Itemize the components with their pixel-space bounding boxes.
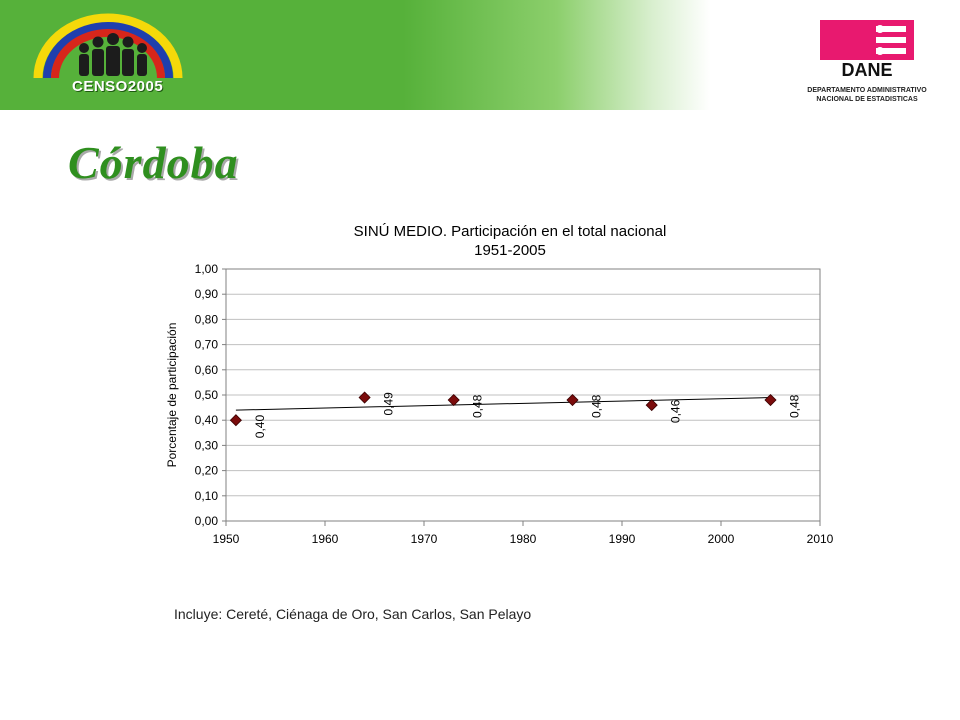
chart-gridlines [226,268,820,522]
y-axis-ticks: 0,00 0,10 0,20 0,30 0,40 0,50 0,60 0,70 0,80 0,90… [195,262,226,528]
x-tick-label: 1960 [312,532,339,546]
y-axis-label: Porcentaje de participación [165,323,179,468]
y-tick-label: 0,80 [195,312,219,326]
x-tick-label: 2010 [807,532,834,546]
data-point-marker [645,399,658,412]
censo-logo [33,13,183,79]
y-tick-label: 0,40 [195,413,219,427]
chart-title: SINÚ MEDIO. Participación en el total na… [200,222,820,260]
data-label: 0,48 [788,394,802,418]
censo-wordmark: CENSO2005 [72,78,163,95]
dane-caption-line2: NACIONAL DE ESTADISTICAS [816,96,918,103]
dane-label: DANE [841,60,892,80]
data-label: 0,48 [471,394,485,418]
y-tick-label: 0,10 [195,489,219,503]
data-label: 0,49 [382,392,396,416]
y-tick-label: 0,60 [195,363,219,377]
municipalities-note: Incluye: Cereté, Ciénaga de Oro, San Car… [174,606,532,622]
y-tick-label: 0,50 [195,388,219,402]
y-tick-label: 0,00 [195,514,219,528]
x-tick-label: 1950 [213,532,240,546]
chart-title-line2: 1951-2005 [474,242,546,259]
dane-caption-line1: DEPARTAMENTO ADMINISTRATIVO [807,87,927,94]
data-labels: 0,40 0,49 0,48 0,48 0,46 0,48 [253,392,802,438]
page-title: Córdoba [68,137,239,188]
x-tick-label: 1970 [411,532,438,546]
x-tick-label: 2000 [708,532,735,546]
y-tick-label: 0,30 [195,438,219,452]
dane-logo: DANE [820,20,914,80]
data-label: 0,40 [253,415,267,439]
censo-year: 2005 [127,78,164,95]
censo-label: CENSO [72,78,128,95]
x-tick-label: 1980 [510,532,537,546]
data-point-marker [229,414,242,427]
participation-chart: 0,00 0,10 0,20 0,30 0,40 0,50 0,60 0,70 0,80 0,90… [165,262,834,546]
y-tick-label: 0,20 [195,464,219,478]
dane-caption: DEPARTAMENTO ADMINISTRATIVO NACIONAL DE … [786,86,948,104]
chart-title-line1: SINÚ MEDIO. Participación en el total na… [353,223,667,240]
data-point-marker [447,393,460,407]
data-point-marker [566,393,579,407]
y-tick-label: 1,00 [195,262,219,276]
data-point-marker [764,393,777,407]
y-tick-label: 0,90 [195,287,219,301]
data-point-marker [358,391,371,404]
y-tick-label: 0,70 [195,338,219,352]
trend-line [235,397,771,411]
data-label: 0,48 [590,394,604,418]
x-axis-ticks: 1950 1960 1970 1980 1990 2000 2010 [213,521,834,546]
x-tick-label: 1990 [609,532,636,546]
data-points [229,391,777,427]
data-label: 0,46 [669,399,683,423]
